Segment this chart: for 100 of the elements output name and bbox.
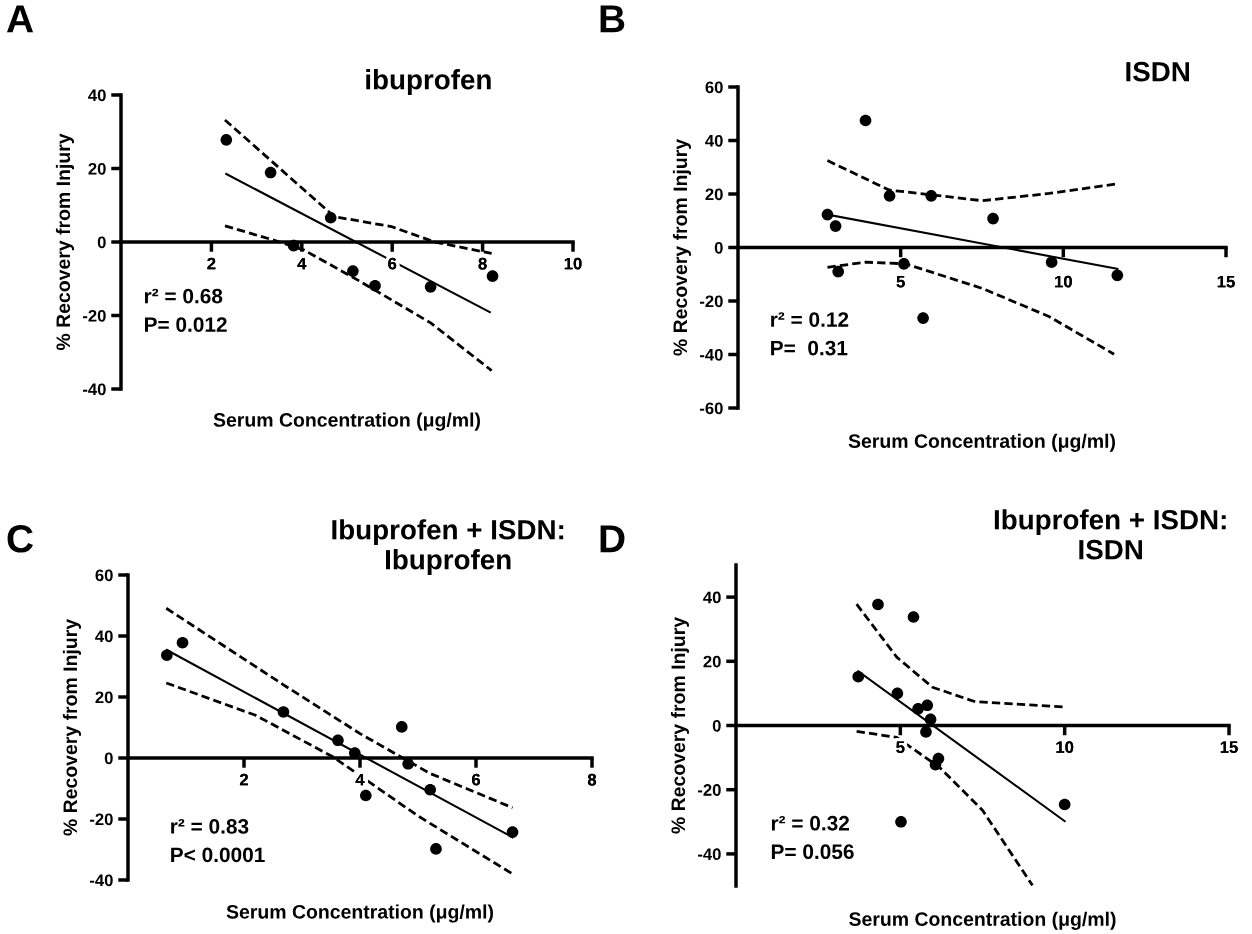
point bbox=[395, 721, 408, 733]
point bbox=[829, 220, 842, 232]
point bbox=[907, 611, 920, 623]
point bbox=[264, 166, 277, 179]
point bbox=[917, 312, 929, 324]
y-tick-label: 20 bbox=[705, 188, 723, 201]
text: D bbox=[600, 525, 625, 553]
x-axis-title: Serum Concentration (μg/ml) bbox=[226, 904, 493, 923]
y-tick-label: 60 bbox=[95, 569, 113, 582]
point bbox=[1058, 798, 1071, 811]
y-tick-label: 20 bbox=[88, 162, 106, 175]
point bbox=[921, 699, 934, 712]
y-tick-label: 0 bbox=[104, 752, 113, 765]
annotation: r² = 0.12 bbox=[771, 312, 849, 327]
point bbox=[912, 703, 924, 715]
y-axis-title: % Recovery from Injury bbox=[62, 619, 81, 836]
y-tick-label: -60 bbox=[699, 402, 723, 415]
y-tick-label: -40 bbox=[89, 874, 113, 887]
x-tick-label: 6 bbox=[471, 773, 481, 786]
y-tick-label: -40 bbox=[697, 848, 721, 861]
chart-title: Ibuprofen + ISDN: Ibuprofen bbox=[332, 519, 564, 575]
point bbox=[506, 826, 519, 838]
y-tick-label: 40 bbox=[705, 134, 723, 147]
annotation: P= 0.31 bbox=[771, 340, 848, 356]
point bbox=[424, 783, 436, 796]
x-tick-label: 5 bbox=[896, 275, 905, 288]
point bbox=[929, 758, 942, 771]
annotation: r² = 0.83 bbox=[171, 818, 249, 834]
point bbox=[1045, 256, 1058, 269]
y-tick-label: -20 bbox=[82, 309, 106, 322]
y-tick-label: -40 bbox=[699, 348, 723, 361]
x-tick-label: 2 bbox=[207, 257, 216, 270]
y-axis-title: % Recovery from Injury bbox=[670, 617, 689, 834]
point bbox=[369, 279, 381, 292]
point bbox=[883, 190, 896, 202]
point bbox=[895, 815, 907, 828]
point bbox=[872, 598, 884, 611]
point bbox=[486, 270, 499, 282]
y-tick-label: -20 bbox=[697, 784, 721, 796]
point bbox=[859, 114, 872, 127]
x-tick-label: 8 bbox=[587, 773, 597, 786]
point bbox=[920, 726, 932, 738]
x-tick-label: 10 bbox=[564, 257, 582, 270]
x-tick-label: 2 bbox=[239, 773, 248, 786]
x-tick-label: 8 bbox=[478, 257, 487, 270]
point bbox=[287, 239, 300, 252]
line-series bbox=[855, 729, 1034, 886]
y-tick-label: 0 bbox=[97, 236, 106, 249]
point bbox=[1111, 269, 1124, 282]
annotation: P= 0.056 bbox=[771, 844, 854, 860]
y-tick-label: -20 bbox=[699, 295, 723, 308]
point bbox=[898, 258, 910, 270]
y-tick-label: 0 bbox=[712, 719, 721, 732]
point bbox=[821, 208, 834, 221]
point bbox=[324, 211, 337, 224]
point bbox=[832, 265, 845, 278]
chart-title: ISDN bbox=[1126, 61, 1189, 82]
annotation: r² = 0.32 bbox=[771, 815, 850, 831]
x-axis-title: Serum Concentration (μg/ml) bbox=[848, 433, 1115, 452]
chart-title: ibuprofen bbox=[366, 69, 491, 95]
point bbox=[332, 734, 344, 747]
point bbox=[359, 789, 372, 802]
y-tick-label: 40 bbox=[703, 591, 721, 604]
point bbox=[430, 843, 442, 855]
chart-title: Ibuprofen + ISDN: ISDN bbox=[994, 509, 1226, 560]
x-axis-title: Serum Concentration (μg/ml) bbox=[213, 412, 480, 431]
y-axis-title: % Recovery from Injury bbox=[672, 139, 691, 356]
x-axis-title: Serum Concentration (μg/ml) bbox=[849, 911, 1116, 930]
point bbox=[176, 636, 189, 649]
y-tick-label: 20 bbox=[95, 691, 113, 704]
y-axis-title: % Recovery from Injury bbox=[55, 133, 74, 351]
point bbox=[891, 687, 904, 700]
x-tick-label: 10 bbox=[1055, 275, 1072, 288]
x-tick-label: 15 bbox=[1217, 275, 1235, 288]
line-series bbox=[855, 602, 1065, 709]
y-tick-label: 40 bbox=[88, 89, 106, 102]
annotation: r² = 0.68 bbox=[144, 288, 223, 304]
y-tick-label: 40 bbox=[95, 630, 113, 643]
x-tick-label: 5 bbox=[896, 741, 905, 754]
x-tick-label: 10 bbox=[1056, 741, 1074, 754]
point bbox=[925, 190, 938, 202]
line-series bbox=[826, 159, 1118, 203]
point bbox=[852, 670, 865, 683]
text: A bbox=[6, 5, 34, 33]
y-tick-label: -40 bbox=[82, 383, 106, 396]
y-tick-label: 60 bbox=[705, 81, 723, 94]
x-tick-label: 4 bbox=[297, 257, 307, 270]
text: B bbox=[600, 5, 625, 33]
y-tick-label: 0 bbox=[714, 241, 723, 254]
text: C bbox=[7, 525, 34, 553]
y-tick-label: 20 bbox=[703, 655, 721, 668]
point bbox=[424, 281, 437, 293]
point bbox=[161, 649, 173, 662]
point bbox=[987, 212, 999, 225]
point bbox=[347, 265, 359, 277]
x-tick-label: 15 bbox=[1220, 741, 1238, 754]
point bbox=[220, 134, 233, 146]
annotation: P< 0.0001 bbox=[171, 847, 265, 863]
point bbox=[277, 706, 290, 718]
annotation: P= 0.012 bbox=[144, 317, 227, 332]
